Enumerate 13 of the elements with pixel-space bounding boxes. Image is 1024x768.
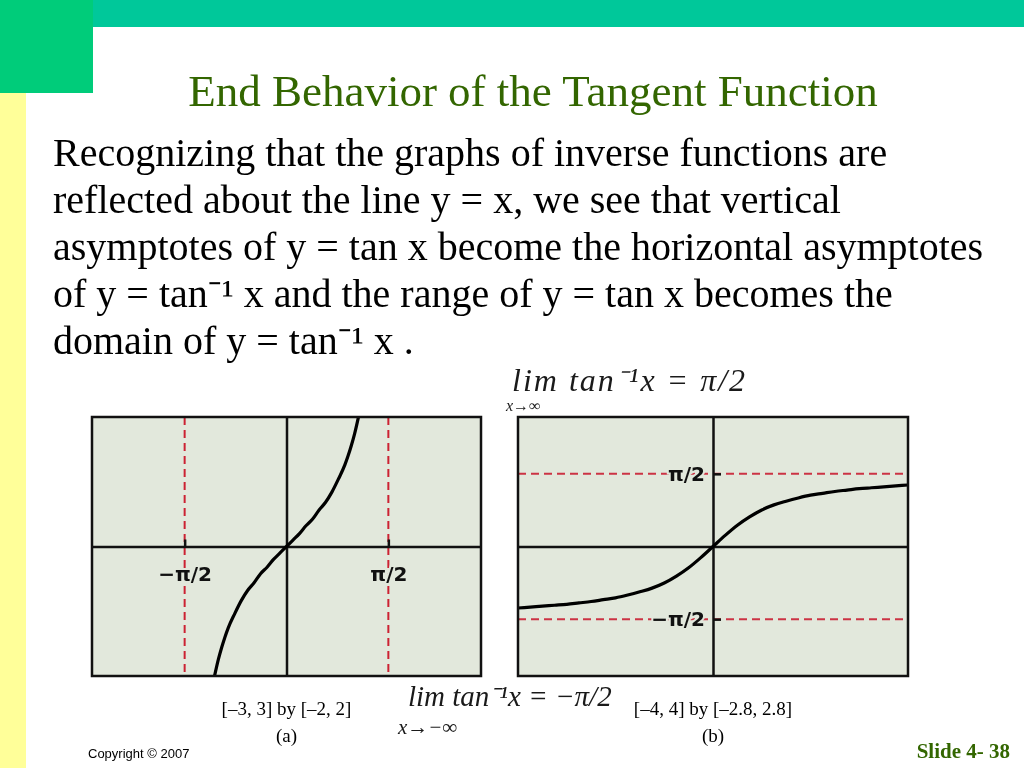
text: x→−∞	[398, 715, 458, 739]
text: (b)	[701, 725, 725, 747]
text: Slide 4- 38	[916, 739, 1010, 763]
text: lim tan⁻¹x = π/2	[512, 362, 748, 398]
text: x→∞	[506, 397, 541, 414]
x-axis-title: [–4, 4] by [–2.8, 2.8]	[633, 698, 793, 719]
text: Recognizing that the graphs of inverse functions are reflected about the line y = x, we see that vertical asymptotes of y = tan x become the horizontal asymptotes of y = tan⁻¹ x and the range of y = tan x becomes the domain of y = tan⁻¹ x .	[53, 129, 984, 364]
text: lim tan⁻¹x = −π/2	[408, 680, 612, 712]
text: Copyright © 2007	[88, 746, 190, 761]
line-series	[518, 483, 908, 610]
text: End Behavior of the Tangent Function	[188, 66, 878, 116]
x-axis-title: [–3, 3] by [–2, 2]	[221, 698, 352, 719]
text: (a)	[275, 725, 298, 747]
